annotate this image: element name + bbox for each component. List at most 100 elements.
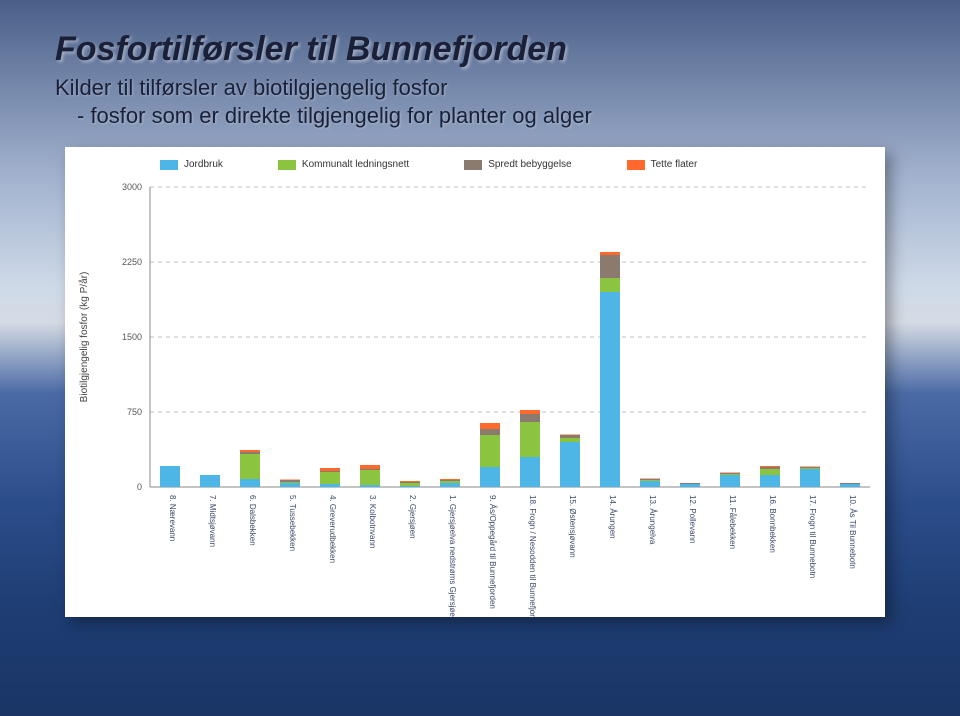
bar-segment <box>400 481 420 482</box>
x-tick-label: 3. Kolbotnvann <box>368 495 377 548</box>
bar-segment <box>600 278 620 292</box>
bar-segment <box>360 465 380 469</box>
bar-segment <box>520 422 540 457</box>
slide-subnote: - fosfor som er direkte tilgjengelig for… <box>77 103 905 129</box>
legend-swatch <box>464 160 482 170</box>
bar-segment <box>360 469 380 470</box>
bar-segment <box>480 429 500 435</box>
bar-segment <box>320 468 340 471</box>
x-tick-label: 7. Midtsjøvann <box>208 495 217 547</box>
bar-segment <box>320 471 340 472</box>
x-tick-label: 2. Gjersjøen <box>408 495 417 539</box>
legend-item: Kommunalt ledningsnett <box>278 159 409 170</box>
y-tick-label: 0 <box>137 482 142 492</box>
x-tick-label: 12. Pollevann <box>688 495 697 543</box>
legend-swatch <box>627 160 645 170</box>
stacked-bar-chart: 0 750 1500 2250 3000 Biotilgjengelig fosfor (… <box>65 147 885 617</box>
bar-segment <box>640 479 660 480</box>
bar-segment <box>600 255 620 278</box>
bar-segment <box>320 472 340 484</box>
x-tick-label: 13. Årungelva <box>648 495 657 545</box>
x-tick-label: 15. Østensjøvann <box>568 495 577 558</box>
bar-segment <box>280 483 300 487</box>
bar-segment <box>600 252 620 255</box>
x-tick-label: 16. Bonnbekken <box>768 495 777 553</box>
x-tick-label: 14. Årungen <box>608 495 617 539</box>
bar-segment <box>520 410 540 414</box>
bar-segment <box>760 469 780 475</box>
x-tick-label: 1. Gjersjøelva nedstrøms Gjersjøen <box>448 495 457 617</box>
bar-segment <box>800 469 820 487</box>
bar-segment <box>240 479 260 487</box>
legend-label: Kommunalt ledningsnett <box>302 159 409 170</box>
bar-segment <box>280 482 300 483</box>
bar-segment <box>640 481 660 487</box>
bar-segment <box>720 474 740 475</box>
x-tick-label: 4. Greverudbekken <box>328 495 337 563</box>
bar-segment <box>240 454 260 479</box>
legend-swatch <box>278 160 296 170</box>
bar-segment <box>560 438 580 442</box>
bar-segment <box>440 481 460 483</box>
legend-label: Spredt bebyggelse <box>488 159 571 170</box>
bar-segment <box>440 483 460 487</box>
slide-subtitle: Kilder til tilførsler av biotilgjengelig… <box>55 75 905 101</box>
bar-segment <box>560 442 580 487</box>
bar-segment <box>560 435 580 436</box>
bar-segment <box>320 484 340 487</box>
y-tick-label: 3000 <box>122 182 142 192</box>
bar-segment <box>240 452 260 454</box>
legend-item: Jordbruk <box>160 159 223 170</box>
bar-segment <box>360 470 380 485</box>
bar-segment <box>640 480 660 481</box>
bar-segment <box>280 480 300 482</box>
bar-segment <box>440 480 460 481</box>
bar-segment <box>760 467 780 469</box>
bar-segment <box>840 484 860 487</box>
bar-segment <box>720 475 740 487</box>
y-tick-label: 1500 <box>122 332 142 342</box>
bar-segment <box>840 483 860 484</box>
legend-swatch <box>160 160 178 170</box>
y-axis-label: Biotilgjengelig fosfor (kg P/år) <box>78 272 90 403</box>
x-tick-label: 6. Dalsbekken <box>248 495 257 546</box>
bar-segment <box>520 414 540 422</box>
y-tick-label: 2250 <box>122 257 142 267</box>
bar-segment <box>400 482 420 483</box>
bar-segment <box>800 467 820 468</box>
bar-segment <box>680 483 700 484</box>
legend-item: Spredt bebyggelse <box>464 159 571 170</box>
x-tick-label: 17. Frogn til Bunnebotn <box>808 495 817 578</box>
x-tick-label: 11. Fålebekken <box>728 495 737 549</box>
x-tick-label: 8. Nærevann <box>168 495 177 541</box>
bar-segment <box>160 466 180 487</box>
chart-container: Jordbruk Kommunalt ledningsnett Spredt beb… <box>65 147 885 617</box>
bar-segment <box>480 435 500 467</box>
x-tick-label: 18. Frogn / Nesodden til Bunnefjorden <box>528 495 537 617</box>
x-tick-label: 9. Ås/Oppegård til Bunnefjorden <box>488 495 497 609</box>
bar-segment <box>800 468 820 469</box>
bar-segment <box>760 466 780 467</box>
bar-segment <box>680 484 700 487</box>
bar-segment <box>360 485 380 487</box>
bar-segment <box>400 486 420 487</box>
x-tick-label: 5. Tussebekken <box>288 495 297 551</box>
bar-segment <box>520 457 540 487</box>
x-tick-label: 10. Ås Til Bunnebotn <box>848 495 857 569</box>
chart-legend: Jordbruk Kommunalt ledningsnett Spredt beb… <box>160 159 697 170</box>
bar-segment <box>800 467 820 468</box>
bar-segment <box>720 473 740 474</box>
bar-segment <box>760 475 780 487</box>
bar-segment <box>600 292 620 487</box>
y-tick-label: 750 <box>127 407 142 417</box>
bar-segment <box>640 479 660 480</box>
legend-item: Tette flater <box>627 159 698 170</box>
bar-segment <box>200 475 220 487</box>
bar-segment <box>280 480 300 481</box>
legend-label: Jordbruk <box>184 159 223 170</box>
bar-segment <box>720 473 740 474</box>
bar-segment <box>400 483 420 486</box>
bar-segment <box>480 423 500 429</box>
bar-segment <box>240 450 260 452</box>
legend-label: Tette flater <box>651 159 698 170</box>
